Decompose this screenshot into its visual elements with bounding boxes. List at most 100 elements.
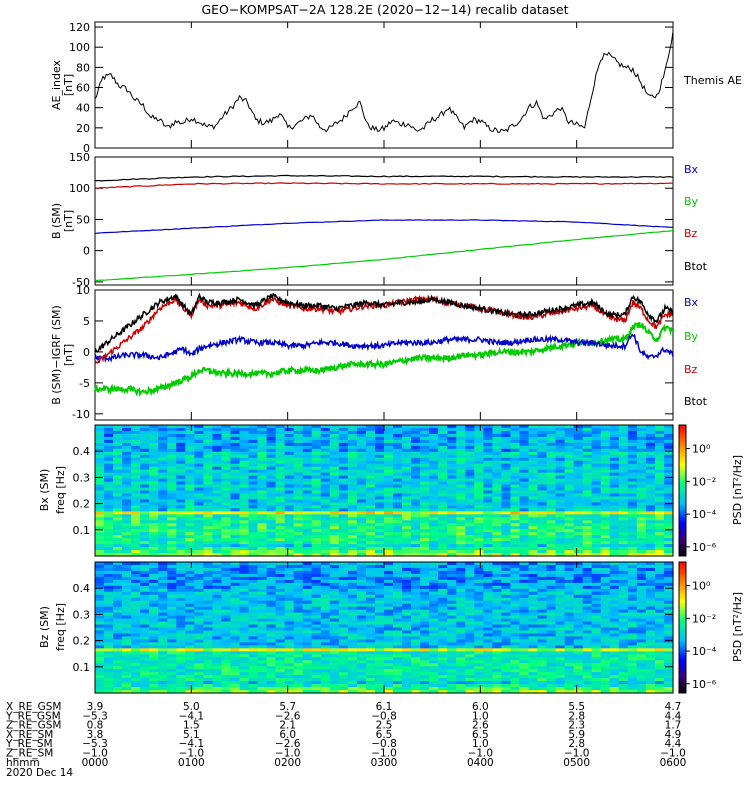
spec-cell [149, 666, 159, 670]
spec-cell [338, 436, 349, 441]
spec-cell [149, 499, 159, 504]
spec-cell [239, 678, 250, 682]
spec-cell [221, 627, 232, 632]
spec-cell [474, 529, 484, 533]
spec-cell [618, 487, 629, 492]
spec-cell [104, 639, 114, 643]
spec-cell [311, 547, 322, 551]
spec-cell [465, 433, 475, 438]
spec-cell [230, 573, 241, 578]
spec-cell [636, 457, 647, 462]
spec-cell [239, 499, 250, 504]
spec-cell [618, 481, 629, 486]
spec-cell [275, 627, 286, 632]
spec-cell [420, 633, 430, 638]
spec-cell [384, 624, 394, 629]
spec-cell [447, 520, 457, 524]
spec-cell [465, 570, 475, 575]
spec-cell [402, 451, 412, 456]
spec-cell [221, 636, 232, 641]
spec-cell [546, 466, 557, 471]
spec-cell [122, 606, 132, 611]
spec-cell [320, 529, 331, 533]
spec-cell [501, 523, 512, 527]
spec-cell [591, 469, 602, 474]
spec-cell [257, 499, 268, 504]
spec-cell [320, 573, 331, 578]
spec-cell [582, 541, 593, 545]
spec-cell [483, 615, 493, 620]
spec-cell [347, 445, 358, 450]
spec-cell [230, 496, 241, 501]
spec-cell [492, 579, 503, 584]
spec-cell [356, 684, 367, 688]
spec-cell [591, 523, 602, 527]
spec-cell [645, 535, 656, 539]
spec-cell [185, 660, 195, 664]
spec-cell [338, 463, 349, 468]
spec-cell [185, 433, 195, 438]
spec-cell [627, 550, 638, 554]
spec-cell [447, 660, 457, 664]
spec-cell [456, 496, 466, 501]
spec-cell [185, 672, 195, 676]
spec-cell [546, 430, 557, 435]
spec-cell [501, 597, 512, 602]
spec-cell [302, 690, 313, 694]
spec-cell [338, 550, 349, 554]
spec-cell [356, 496, 367, 501]
spec-cell [636, 517, 647, 521]
spec-cell [393, 535, 403, 539]
spec-cell [95, 663, 105, 667]
spec-cell [474, 621, 484, 626]
spec-cell [221, 529, 232, 533]
spec-cell [221, 663, 232, 667]
spec-cell [266, 606, 277, 611]
spec-cell [483, 454, 493, 459]
spec-cell [365, 588, 376, 593]
spec-cell [393, 496, 403, 501]
spec-cell [654, 457, 665, 462]
spec-cell [429, 457, 439, 462]
spec-cell [537, 475, 548, 480]
spec-cell [158, 442, 168, 447]
spec-cell [293, 457, 304, 462]
spec-cell [239, 505, 250, 509]
spec-cell [140, 529, 150, 533]
spec-cell [95, 582, 105, 587]
spec-cell [221, 505, 232, 509]
spec-cell [501, 466, 512, 471]
spec-cell [456, 621, 466, 626]
spec-cell [149, 579, 159, 584]
spec-cell [221, 466, 232, 471]
spec-cell [663, 425, 674, 429]
spec-cell [492, 469, 503, 474]
spec-cell [420, 630, 430, 635]
spec-cell [293, 669, 304, 673]
spec-cell [384, 487, 394, 492]
spec-cell [627, 460, 638, 465]
spec-cell [158, 633, 168, 638]
spec-cell [320, 621, 331, 626]
spec-cell [257, 594, 268, 599]
spec-cell [230, 427, 241, 432]
spec-cell [654, 553, 665, 557]
spec-cell [320, 433, 331, 438]
spec-cell [131, 425, 141, 429]
spec-cell [501, 478, 512, 483]
spec-cell [456, 457, 466, 462]
spec-cell [275, 666, 286, 670]
spec-cell [293, 690, 304, 694]
spec-cell [95, 466, 105, 471]
spec-cell [374, 508, 385, 512]
spec-cell [384, 454, 394, 459]
spec-cell [329, 612, 340, 617]
spec-cell [122, 487, 132, 492]
spec-cell [329, 487, 340, 492]
spec-cell [429, 460, 439, 465]
spec-cell [257, 460, 268, 465]
spec-cell [140, 690, 150, 694]
spec-cell [149, 445, 159, 450]
spec-cell [311, 451, 322, 456]
spec-cell [257, 597, 268, 602]
